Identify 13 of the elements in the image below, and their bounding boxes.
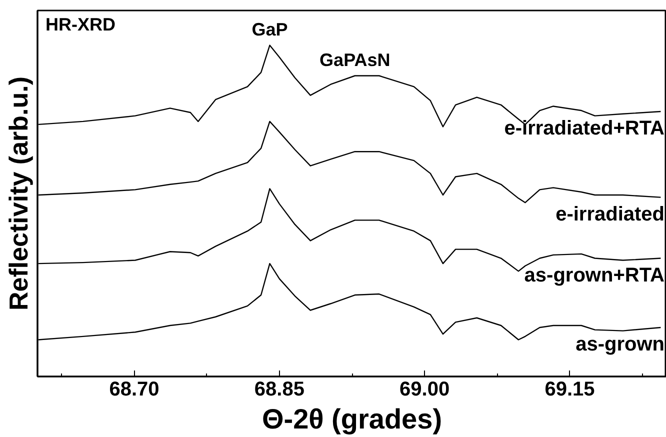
x-tick-label: 68.85 (254, 378, 304, 400)
annotation: GaP (252, 19, 288, 40)
annotation: GaPAsN (320, 50, 390, 70)
x-tick-label: 69.15 (544, 378, 595, 400)
series-label: e-irradiated (556, 203, 665, 226)
x-tick-label: 69.00 (400, 378, 450, 400)
y-axis-title: Reflectivity (arb.u.) (4, 76, 34, 311)
x-axis-title: Θ-2θ (grades) (262, 404, 442, 434)
text: HR-XRD (46, 14, 116, 34)
series-label: e-irradiated+RTA (504, 118, 665, 140)
series-label: as-grown+RTA (524, 264, 665, 286)
x-tick-label: 68.70 (109, 378, 160, 400)
series-label: as-grown (576, 333, 665, 356)
